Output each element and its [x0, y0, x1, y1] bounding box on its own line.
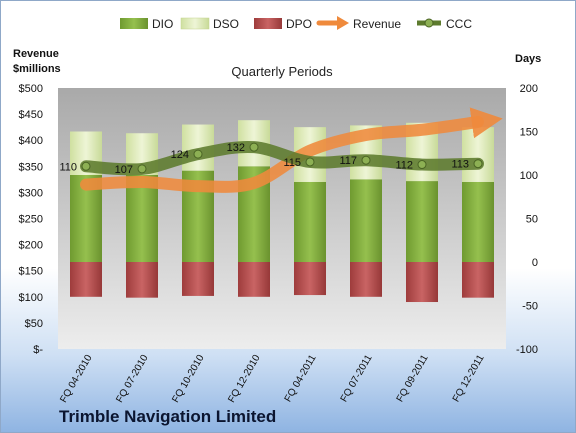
- ccc-data-label: 132: [227, 142, 245, 154]
- x-tick-label: FQ 12-2011: [451, 353, 487, 404]
- bar-dpo: [406, 262, 438, 303]
- ccc-data-label: 107: [115, 164, 133, 176]
- x-tick-label: FQ 04-2011: [283, 353, 319, 404]
- left-axis-label-line1: Revenue: [13, 48, 59, 60]
- ccc-data-label: 115: [283, 157, 301, 169]
- bars: [70, 120, 494, 303]
- x-tick-label: FQ 04-2010: [58, 353, 94, 405]
- ccc-point: [305, 157, 315, 167]
- bar-dpo: [238, 262, 270, 297]
- right-tick-label: -50: [522, 301, 538, 313]
- ccc-point: [193, 149, 203, 159]
- legend-label-revenue: Revenue: [353, 17, 401, 31]
- left-tick-label: $200: [19, 240, 43, 252]
- bar-dpo: [350, 262, 382, 297]
- legend-label-dio: DIO: [152, 17, 173, 31]
- bar-dpo: [462, 262, 494, 298]
- ccc-series: 110 107 124 132 115 117 112 113: [59, 140, 484, 176]
- right-tick-label: 100: [520, 170, 538, 182]
- bar-dpo: [294, 262, 326, 296]
- ccc-data-label: 113: [451, 159, 469, 171]
- legend-swatch-dpo: [254, 18, 282, 29]
- legend-swatch-ccc: [417, 18, 441, 28]
- ccc-line: [80, 140, 484, 176]
- right-axis-label: Days: [515, 53, 541, 65]
- left-axis-label-line2: $millions: [13, 63, 61, 75]
- bar-dio: [406, 181, 438, 262]
- bar-dio: [126, 175, 158, 262]
- revenue-series: [80, 107, 503, 193]
- ccc-point: [81, 161, 91, 171]
- ccc-data-label: 112: [395, 160, 413, 172]
- left-tick-label: $150: [19, 266, 43, 278]
- left-tick-label: $400: [19, 135, 43, 147]
- revenue-line: [80, 107, 503, 193]
- bar-dio: [350, 179, 382, 262]
- right-tick-label: 0: [532, 257, 538, 269]
- ccc-point: [249, 142, 259, 152]
- right-tick-label: 150: [520, 127, 538, 139]
- left-tick-label: $250: [19, 214, 43, 226]
- x-tick-label: FQ 10-2010: [170, 353, 206, 405]
- bar-dpo: [126, 262, 158, 298]
- ccc-data-label: 110: [59, 161, 77, 173]
- x-tick-label: FQ 07-2010: [114, 353, 150, 405]
- bar-dio: [462, 181, 494, 262]
- legend-label-ccc: CCC: [446, 17, 472, 31]
- x-tick-label: FQ 07-2011: [339, 353, 375, 404]
- right-axis-ticks: -100 -50 0 50 100 150 200: [516, 83, 538, 356]
- legend-label-dso: DSO: [213, 17, 239, 31]
- company-name: Trimble Navigation Limited: [59, 407, 276, 426]
- left-tick-label: $450: [19, 109, 43, 121]
- ccc-data-label: 124: [171, 149, 189, 161]
- right-tick-label: 50: [526, 214, 538, 226]
- right-tick-label: 200: [520, 83, 538, 95]
- legend-swatch-revenue: [316, 16, 349, 30]
- left-tick-label: $500: [19, 83, 43, 95]
- ccc-point: [137, 164, 147, 174]
- left-tick-label: $300: [19, 187, 43, 199]
- bar-dpo: [70, 262, 102, 297]
- ccc-point: [361, 155, 371, 165]
- chart-title: Quarterly Periods: [231, 64, 333, 79]
- bar-dio: [294, 181, 326, 262]
- right-tick-label: -100: [516, 344, 538, 356]
- x-tick-label: FQ 09-2011: [395, 353, 431, 404]
- ccc-point: [417, 160, 427, 170]
- bar-dpo: [182, 262, 214, 296]
- legend-label-dpo: DPO: [286, 17, 312, 31]
- legend-swatch-dso: [180, 17, 210, 30]
- left-tick-label: $50: [25, 318, 43, 330]
- legend: DIO DSO DPO Revenue CCC: [120, 16, 472, 31]
- legend-swatch-dio: [120, 18, 148, 29]
- x-tick-label: FQ 12-2010: [226, 353, 262, 405]
- bar-dso: [462, 127, 494, 182]
- x-axis-labels: FQ 04-2010 FQ 07-2010 FQ 10-2010 FQ 12-2010…: [58, 353, 486, 405]
- ccc-data-label: 117: [339, 155, 357, 167]
- left-tick-label: $100: [19, 292, 43, 304]
- ccc-point: [473, 159, 483, 169]
- left-tick-label: $350: [19, 161, 43, 173]
- left-axis-ticks: $- $50 $100 $150 $200 $250 $300 $350 $400 $450 $50…: [19, 83, 44, 356]
- left-tick-label: $-: [33, 344, 43, 356]
